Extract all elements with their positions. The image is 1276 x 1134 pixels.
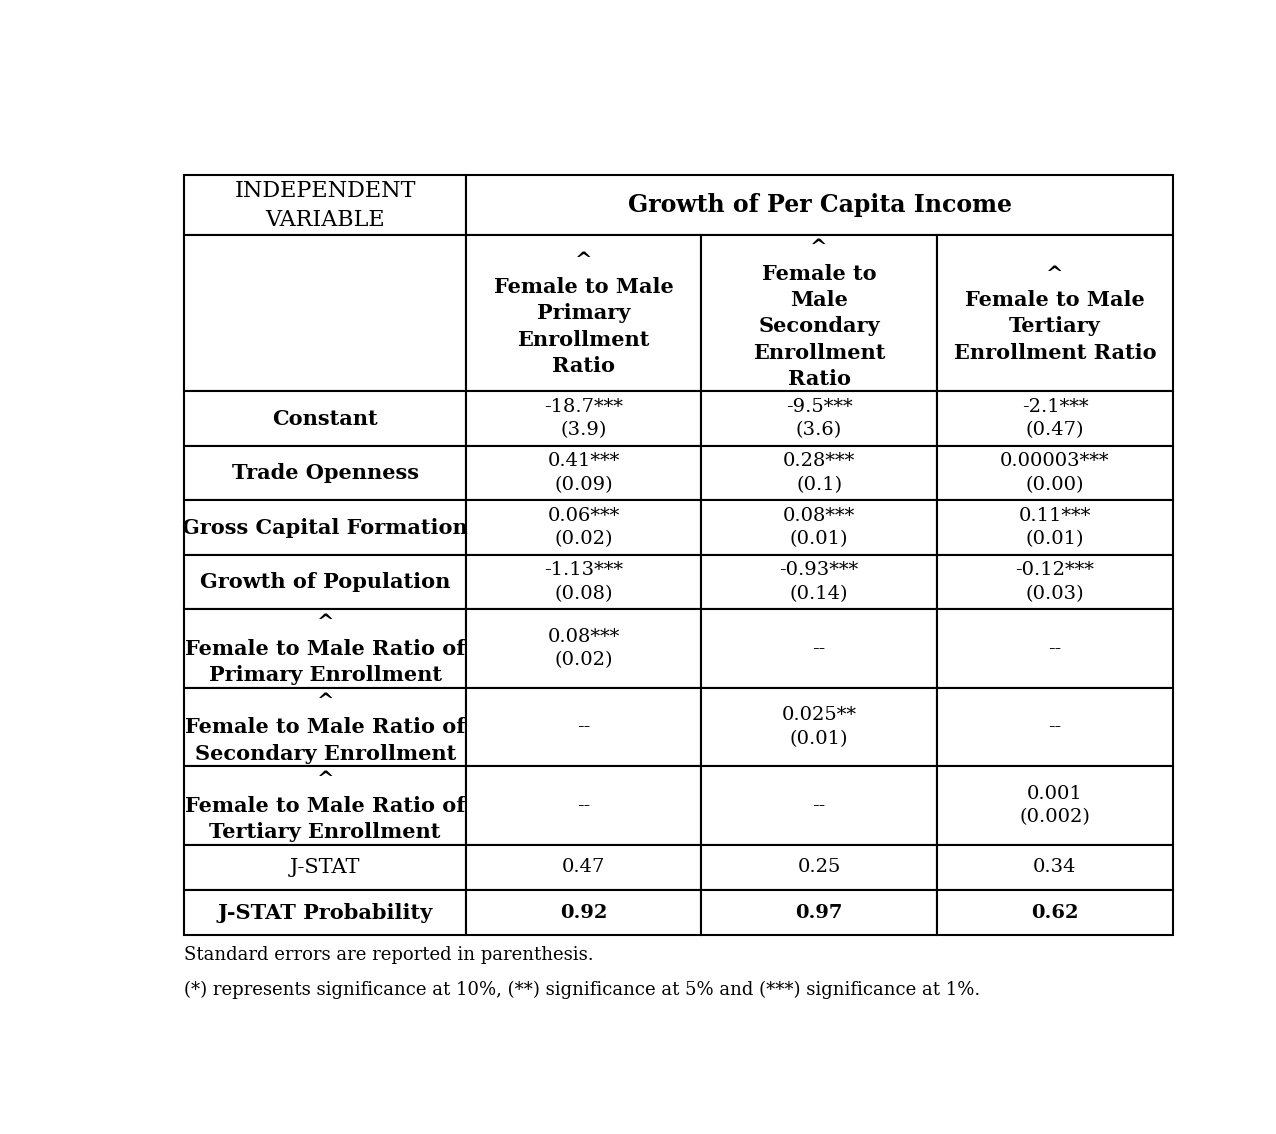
Bar	[466, 446, 702, 500]
Text: --: --	[813, 797, 826, 814]
Text: 0.47: 0.47	[561, 858, 605, 877]
Text: Constant: Constant	[272, 408, 378, 429]
Text: 0.11***
(0.01): 0.11*** (0.01)	[1018, 507, 1091, 549]
Text: Growth of Per Capita Income: Growth of Per Capita Income	[628, 193, 1012, 218]
Bar	[466, 555, 702, 609]
Text: J-STAT Probability: J-STAT Probability	[217, 903, 433, 922]
Bar	[466, 890, 702, 936]
Text: -9.5***
(3.6): -9.5*** (3.6)	[786, 398, 852, 439]
Text: (*) represents significance at 10%, (**) significance at 5% and (***) significan: (*) represents significance at 10%, (**)…	[184, 981, 980, 999]
Text: ^
Female to Male Ratio of
Tertiary Enrollment: ^ Female to Male Ratio of Tertiary Enrol…	[185, 769, 466, 843]
Text: ^
Female to
Male
Secondary
Enrollment
Ratio: ^ Female to Male Secondary Enrollment Ra…	[753, 237, 886, 389]
Bar	[184, 235, 466, 391]
Bar	[466, 500, 702, 555]
Text: J-STAT: J-STAT	[290, 858, 360, 877]
Text: -1.13***
(0.08): -1.13*** (0.08)	[545, 561, 623, 603]
Bar	[937, 235, 1173, 391]
Text: 0.08***
(0.02): 0.08*** (0.02)	[547, 628, 620, 669]
Bar	[937, 609, 1173, 688]
Text: ^
Female to Male Ratio of
Secondary Enrollment: ^ Female to Male Ratio of Secondary Enro…	[185, 691, 466, 763]
Text: -0.93***
(0.14): -0.93*** (0.14)	[780, 561, 859, 603]
Text: 0.97: 0.97	[795, 904, 842, 922]
Bar	[937, 555, 1173, 609]
Bar	[184, 446, 466, 500]
Text: --: --	[1049, 640, 1062, 658]
Bar	[937, 845, 1173, 890]
Text: --: --	[1049, 718, 1062, 736]
Bar	[466, 235, 702, 391]
Text: Growth of Population: Growth of Population	[200, 573, 450, 592]
Bar	[702, 446, 937, 500]
Text: --: --	[577, 797, 591, 814]
Bar	[184, 767, 466, 845]
Text: ^
Female to Male Ratio of
Primary Enrollment: ^ Female to Male Ratio of Primary Enroll…	[185, 612, 466, 685]
Text: 0.08***
(0.01): 0.08*** (0.01)	[783, 507, 855, 549]
Bar	[937, 688, 1173, 767]
Text: -0.12***
(0.03): -0.12*** (0.03)	[1016, 561, 1095, 603]
Text: 0.025**
(0.01): 0.025** (0.01)	[782, 706, 856, 748]
Text: 0.62: 0.62	[1031, 904, 1078, 922]
Text: 0.92: 0.92	[560, 904, 607, 922]
Text: 0.41***
(0.09): 0.41*** (0.09)	[547, 452, 620, 494]
Bar	[466, 767, 702, 845]
Text: INDEPENDENT
VARIABLE: INDEPENDENT VARIABLE	[235, 180, 416, 230]
Bar	[937, 500, 1173, 555]
Text: --: --	[813, 640, 826, 658]
Bar	[466, 176, 1173, 235]
Text: 0.25: 0.25	[798, 858, 841, 877]
Bar	[184, 176, 466, 235]
Bar	[184, 688, 466, 767]
Bar	[937, 767, 1173, 845]
Bar	[937, 391, 1173, 446]
Text: 0.001
(0.002): 0.001 (0.002)	[1020, 785, 1091, 827]
Text: ^
Female to Male
Primary
Enrollment
Ratio: ^ Female to Male Primary Enrollment Rati…	[494, 251, 674, 376]
Text: -18.7***
(3.9): -18.7*** (3.9)	[545, 398, 623, 439]
Text: 0.06***
(0.02): 0.06*** (0.02)	[547, 507, 620, 549]
Bar	[702, 890, 937, 936]
Text: ^
Female to Male
Tertiary
Enrollment Ratio: ^ Female to Male Tertiary Enrollment Rat…	[953, 263, 1156, 363]
Bar	[466, 845, 702, 890]
Bar	[702, 609, 937, 688]
Text: Standard errors are reported in parenthesis.: Standard errors are reported in parenthe…	[184, 946, 593, 964]
Bar	[702, 555, 937, 609]
Bar	[702, 767, 937, 845]
Bar	[466, 688, 702, 767]
Text: --: --	[577, 718, 591, 736]
Bar	[702, 391, 937, 446]
Bar	[702, 845, 937, 890]
Bar	[702, 500, 937, 555]
Bar	[184, 890, 466, 936]
Bar	[466, 609, 702, 688]
Text: Gross Capital Formation: Gross Capital Formation	[182, 517, 468, 538]
Text: 0.00003***
(0.00): 0.00003*** (0.00)	[1000, 452, 1110, 494]
Bar	[702, 235, 937, 391]
Bar	[184, 609, 466, 688]
Text: 0.34: 0.34	[1034, 858, 1077, 877]
Bar	[184, 500, 466, 555]
Bar	[937, 446, 1173, 500]
Bar	[937, 890, 1173, 936]
Text: 0.28***
(0.1): 0.28*** (0.1)	[783, 452, 855, 494]
Bar	[184, 391, 466, 446]
Bar	[702, 688, 937, 767]
Text: Trade Openness: Trade Openness	[232, 463, 419, 483]
Text: -2.1***
(0.47): -2.1*** (0.47)	[1022, 398, 1088, 439]
Bar	[184, 845, 466, 890]
Bar	[184, 555, 466, 609]
Bar	[466, 391, 702, 446]
